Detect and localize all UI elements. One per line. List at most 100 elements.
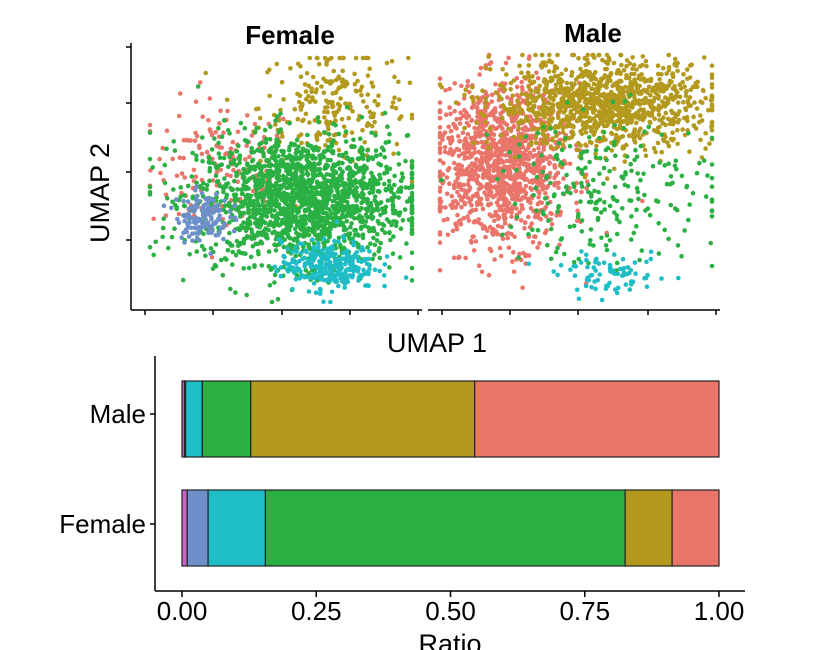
umap-point bbox=[147, 156, 153, 162]
umap-point bbox=[196, 231, 202, 236]
umap-point bbox=[330, 104, 335, 110]
umap-point bbox=[483, 169, 489, 174]
umap-point bbox=[404, 241, 409, 246]
umap-point bbox=[262, 191, 268, 197]
umap-point bbox=[378, 152, 383, 157]
umap-point bbox=[287, 203, 293, 208]
umap-point bbox=[351, 242, 357, 248]
umap-point bbox=[257, 225, 263, 230]
umap-point bbox=[212, 136, 217, 141]
umap-point bbox=[151, 216, 156, 222]
umap-point bbox=[343, 129, 349, 134]
umap-point bbox=[245, 113, 250, 118]
umap-point bbox=[389, 104, 395, 110]
umap-point bbox=[445, 216, 450, 222]
umap-point bbox=[458, 197, 464, 203]
umap-point bbox=[556, 89, 561, 95]
umap-point bbox=[174, 197, 179, 202]
umap-point bbox=[548, 95, 553, 101]
umap-point bbox=[307, 120, 312, 125]
umap-point bbox=[640, 98, 646, 103]
umap-point bbox=[339, 79, 345, 84]
umap-point bbox=[302, 198, 308, 204]
umap-point bbox=[618, 95, 623, 101]
umap-point bbox=[546, 59, 552, 64]
umap-point bbox=[474, 120, 480, 125]
umap-point bbox=[470, 234, 476, 240]
umap-point bbox=[209, 255, 215, 260]
umap-point bbox=[407, 80, 413, 86]
umap-point bbox=[443, 205, 448, 210]
umap-point bbox=[506, 231, 512, 236]
umap-point bbox=[444, 175, 450, 180]
umap-point bbox=[266, 264, 272, 269]
umap-point bbox=[345, 203, 351, 209]
umap-point bbox=[298, 181, 304, 187]
umap-point bbox=[681, 71, 686, 77]
umap-point bbox=[527, 107, 533, 113]
umap-point bbox=[468, 151, 474, 157]
umap-point bbox=[382, 230, 388, 235]
umap-point bbox=[318, 254, 324, 259]
umap-point bbox=[448, 111, 453, 117]
umap-point bbox=[382, 181, 387, 187]
umap-point bbox=[349, 189, 355, 194]
umap-point bbox=[304, 249, 309, 255]
umap-point bbox=[548, 78, 554, 84]
umap-point bbox=[209, 147, 215, 152]
umap-point bbox=[333, 179, 338, 184]
umap-point bbox=[384, 217, 390, 222]
umap-point bbox=[707, 141, 712, 146]
umap-point bbox=[317, 207, 323, 213]
umap-point bbox=[525, 196, 531, 202]
umap-point bbox=[614, 71, 620, 76]
umap-point bbox=[281, 253, 287, 259]
umap-point bbox=[551, 193, 557, 199]
umap-point bbox=[374, 202, 380, 207]
umap-point bbox=[333, 251, 338, 257]
umap-point bbox=[509, 107, 514, 113]
umap-point bbox=[363, 219, 369, 224]
umap-point bbox=[486, 54, 491, 59]
umap-point bbox=[606, 93, 612, 99]
umap-point bbox=[459, 187, 464, 192]
umap-point bbox=[622, 99, 628, 104]
umap-point bbox=[315, 191, 320, 197]
umap-point bbox=[286, 217, 292, 223]
umap-point bbox=[321, 90, 327, 96]
umap-point bbox=[705, 173, 710, 178]
umap-point bbox=[285, 269, 291, 274]
umap-point bbox=[193, 130, 198, 136]
umap-point bbox=[206, 118, 211, 123]
umap-point bbox=[470, 84, 475, 90]
umap-point bbox=[437, 141, 443, 146]
umap-point bbox=[478, 98, 483, 103]
umap-point bbox=[200, 135, 205, 140]
umap-point bbox=[384, 60, 390, 66]
umap-point bbox=[409, 265, 415, 271]
umap-point bbox=[480, 206, 486, 212]
umap-point bbox=[340, 68, 346, 74]
umap-point bbox=[393, 223, 399, 228]
umap-point bbox=[209, 196, 215, 202]
umap-point bbox=[448, 141, 453, 146]
umap-point bbox=[591, 116, 596, 121]
umap-point bbox=[211, 160, 216, 166]
umap-point bbox=[266, 149, 272, 154]
umap-point bbox=[306, 289, 312, 294]
umap-point bbox=[495, 231, 500, 237]
umap-point bbox=[512, 172, 518, 178]
umap-point bbox=[709, 85, 715, 90]
umap-point bbox=[360, 55, 366, 61]
umap-point bbox=[245, 225, 250, 230]
umap-point bbox=[467, 199, 472, 205]
umap-point bbox=[237, 214, 243, 219]
umap-point bbox=[437, 100, 443, 105]
umap-point bbox=[489, 99, 495, 104]
umap-point bbox=[541, 147, 546, 152]
umap-point bbox=[604, 52, 610, 58]
umap-point bbox=[532, 103, 537, 109]
umap-point bbox=[505, 95, 510, 100]
umap-point bbox=[292, 165, 298, 170]
umap-point bbox=[546, 107, 551, 113]
